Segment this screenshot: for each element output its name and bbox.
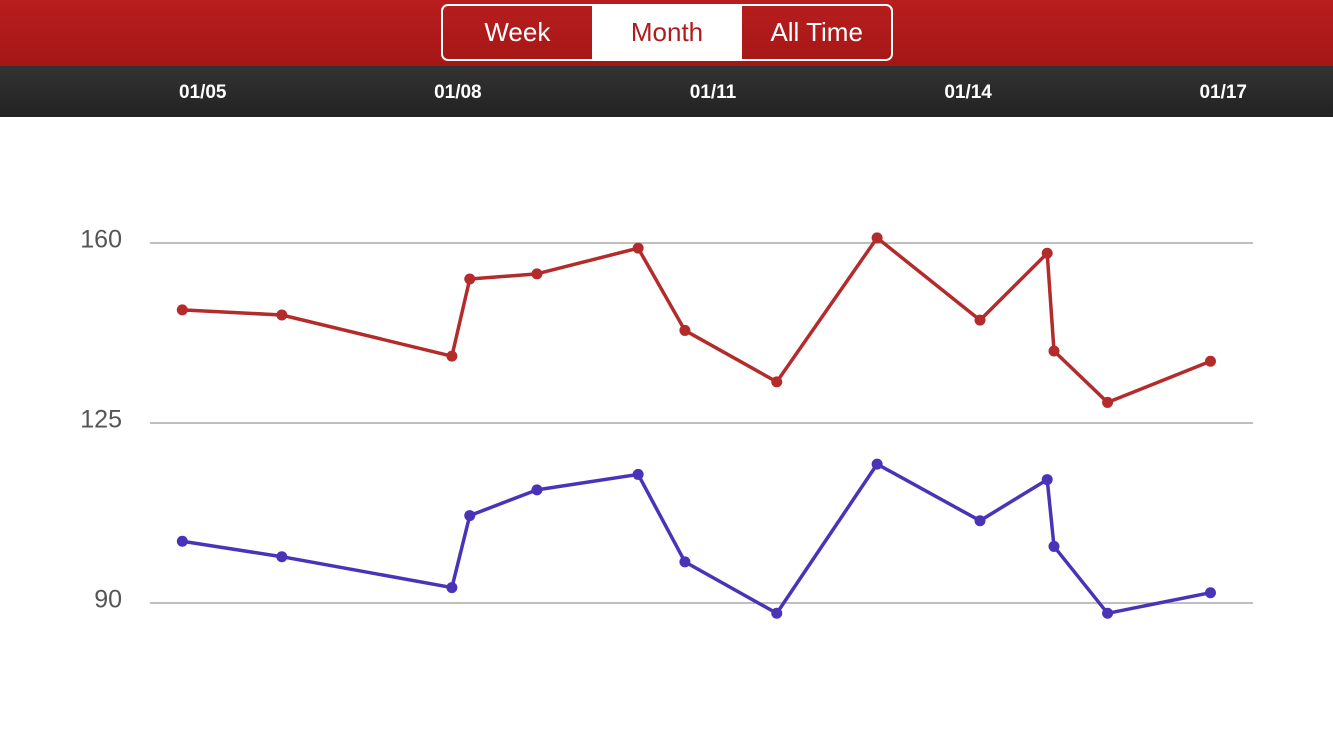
data-point [679,556,691,568]
data-point [1048,540,1060,552]
data-point [176,304,188,316]
y-tick-label: 90 [94,586,122,614]
data-point [632,468,644,480]
x-tick-label: 01/11 [690,82,737,103]
data-point [276,551,288,563]
data-point [464,510,476,522]
tab[interactable]: All Time [770,17,863,47]
tab[interactable]: Week [443,6,593,59]
y-tick-label: 125 [80,406,122,434]
data-point [1204,587,1216,599]
data-point [446,350,458,362]
data-point [1102,396,1114,408]
series-line [182,236,1212,405]
header-bar: Week Month All Time [0,0,1333,66]
data-point [464,273,476,285]
data-point [531,484,543,496]
data-point [1102,607,1114,619]
data-point [176,535,188,547]
y-tick-label: 160 [80,226,122,254]
data-point [632,242,644,254]
data-point [1041,247,1053,259]
data-point [446,582,458,594]
data-point [974,314,986,326]
data-point [771,376,783,388]
date-bar [0,66,1333,117]
x-tick-label: 01/05 [179,82,227,103]
x-tick-label: 01/14 [944,82,992,103]
data-point [771,607,783,619]
data-point [1041,474,1053,486]
data-point [531,268,543,280]
tab[interactable]: Month [592,6,743,59]
data-point [1204,355,1216,367]
x-tick-label: 01/17 [1199,82,1247,103]
data-point [871,232,883,244]
segmented-control: Week Month All Time [441,4,893,61]
data-point [974,515,986,527]
series-line [182,462,1211,616]
data-point [276,309,288,321]
x-tick-label: 01/08 [434,82,482,103]
data-point [679,324,691,336]
data-point [1048,345,1060,357]
data-point [871,458,883,470]
